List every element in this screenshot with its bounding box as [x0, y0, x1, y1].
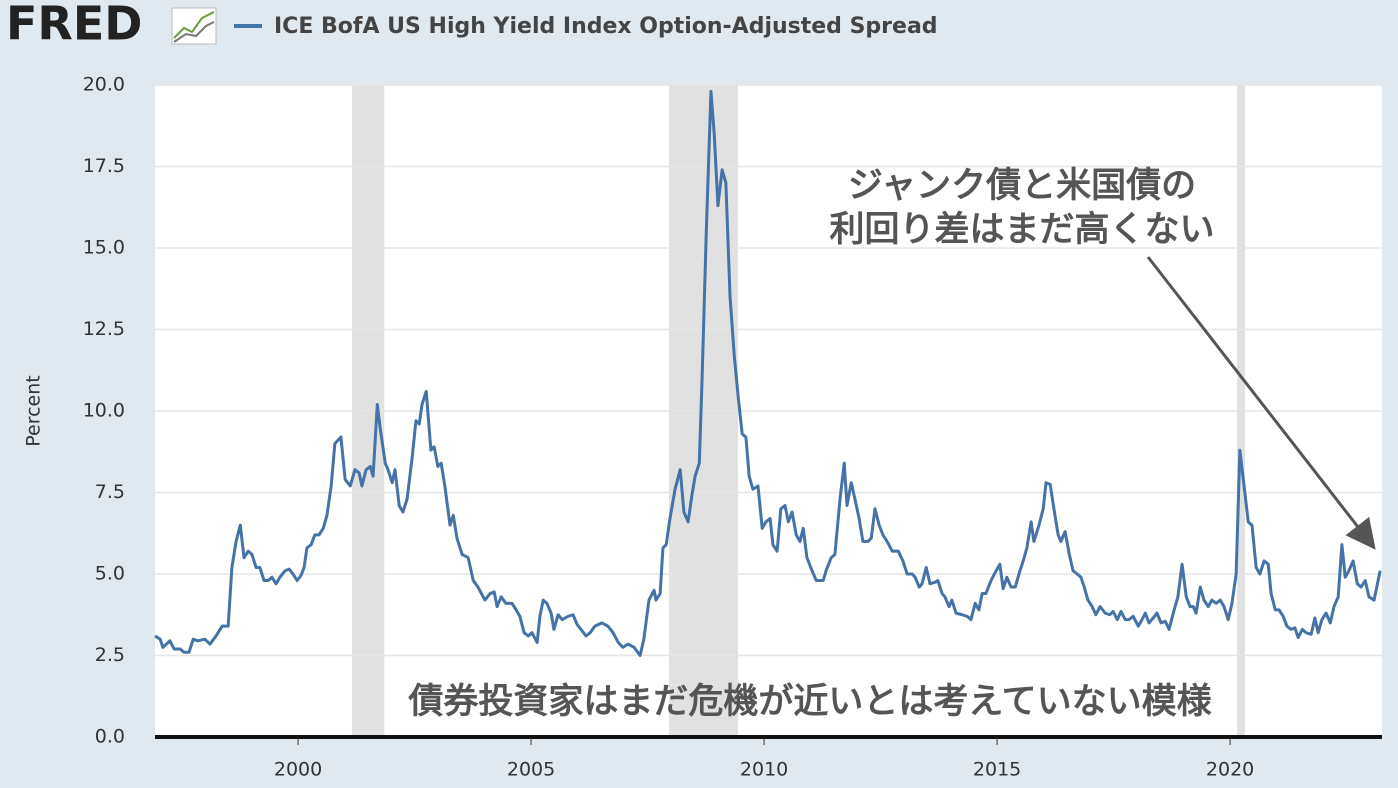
y-tick-label: 12.5 [83, 318, 125, 340]
y-tick-label: 0.0 [95, 726, 125, 748]
y-tick-label: 10.0 [83, 400, 125, 422]
legend-label: ICE BofA US High Yield Index Option-Adju… [274, 14, 938, 39]
y-axis-title: Percent [23, 375, 45, 447]
logo: FRED [6, 0, 142, 51]
annotation-arrow [1146, 256, 1376, 550]
annotation: 利回り差はまだ高くない [829, 210, 1214, 250]
x-tick-label: 2010 [740, 759, 788, 781]
y-tick-label: 17.5 [83, 155, 125, 177]
y-tick-label: 7.5 [95, 481, 125, 503]
y-tick-label: 5.0 [95, 563, 125, 585]
x-tick-label: 2020 [1206, 759, 1254, 781]
logo-icon [171, 7, 217, 45]
y-tick-label: 15.0 [83, 237, 125, 259]
y-tick-label: 2.5 [95, 644, 125, 666]
series-line [154, 90, 1382, 657]
x-tick-label: 2000 [274, 759, 322, 781]
y-tick-label: 20.0 [83, 74, 125, 96]
x-tick-label: 2015 [973, 759, 1021, 781]
x-tick-label: 2005 [507, 759, 555, 781]
annotation: 債券投資家はまだ危機が近いとは考えていない模様 [407, 682, 1212, 722]
annotation: ジャンク債と米国債の [848, 166, 1196, 206]
